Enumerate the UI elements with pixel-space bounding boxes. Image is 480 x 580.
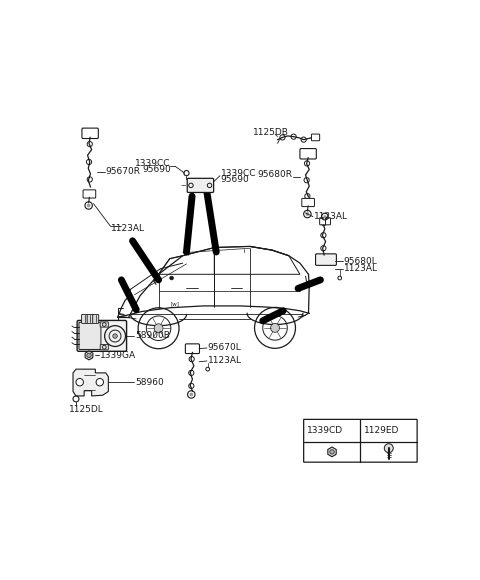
Text: 1129ED: 1129ED bbox=[364, 426, 399, 435]
FancyBboxPatch shape bbox=[82, 314, 87, 324]
Circle shape bbox=[87, 353, 91, 358]
FancyBboxPatch shape bbox=[312, 134, 320, 141]
Text: 1123AL: 1123AL bbox=[111, 224, 145, 233]
Circle shape bbox=[384, 444, 393, 452]
FancyBboxPatch shape bbox=[300, 148, 316, 159]
Text: 1339GA: 1339GA bbox=[100, 351, 136, 360]
FancyBboxPatch shape bbox=[83, 190, 96, 198]
FancyBboxPatch shape bbox=[100, 322, 108, 327]
Text: 95670R: 95670R bbox=[106, 168, 140, 176]
Circle shape bbox=[170, 276, 173, 280]
Circle shape bbox=[87, 204, 91, 207]
FancyBboxPatch shape bbox=[304, 419, 417, 462]
FancyBboxPatch shape bbox=[320, 218, 330, 225]
Circle shape bbox=[271, 324, 279, 332]
Text: 1123AL: 1123AL bbox=[344, 264, 377, 273]
Text: 1125DL: 1125DL bbox=[69, 405, 104, 414]
Text: 95680L: 95680L bbox=[344, 257, 377, 266]
Text: 1125DB: 1125DB bbox=[252, 128, 288, 137]
Text: 1339CC: 1339CC bbox=[221, 169, 256, 177]
Polygon shape bbox=[85, 351, 93, 360]
Circle shape bbox=[96, 379, 104, 386]
FancyBboxPatch shape bbox=[82, 128, 98, 139]
Text: 95680R: 95680R bbox=[257, 171, 292, 179]
FancyBboxPatch shape bbox=[77, 320, 127, 351]
Circle shape bbox=[76, 379, 84, 386]
FancyBboxPatch shape bbox=[315, 254, 336, 266]
Text: 95690: 95690 bbox=[221, 175, 250, 184]
FancyBboxPatch shape bbox=[87, 314, 93, 324]
Circle shape bbox=[113, 334, 117, 338]
Text: [w]: [w] bbox=[171, 302, 180, 307]
FancyBboxPatch shape bbox=[79, 322, 101, 349]
FancyBboxPatch shape bbox=[100, 345, 108, 350]
FancyBboxPatch shape bbox=[187, 178, 214, 193]
Polygon shape bbox=[328, 447, 336, 456]
Text: 1339CD: 1339CD bbox=[307, 426, 344, 435]
Circle shape bbox=[154, 324, 163, 333]
Text: 58960: 58960 bbox=[135, 378, 164, 387]
Text: 95690: 95690 bbox=[142, 165, 171, 174]
Circle shape bbox=[324, 215, 326, 218]
Circle shape bbox=[190, 393, 193, 396]
FancyBboxPatch shape bbox=[302, 198, 314, 206]
FancyBboxPatch shape bbox=[185, 344, 200, 354]
Text: 58900B: 58900B bbox=[135, 331, 170, 340]
Text: 1123AL: 1123AL bbox=[314, 212, 348, 221]
Text: 1123AL: 1123AL bbox=[208, 357, 242, 365]
Text: 95670L: 95670L bbox=[208, 343, 241, 353]
Circle shape bbox=[330, 450, 334, 454]
FancyBboxPatch shape bbox=[93, 314, 99, 324]
Polygon shape bbox=[73, 369, 108, 396]
Circle shape bbox=[305, 212, 309, 216]
Text: 1339CC: 1339CC bbox=[135, 159, 171, 168]
